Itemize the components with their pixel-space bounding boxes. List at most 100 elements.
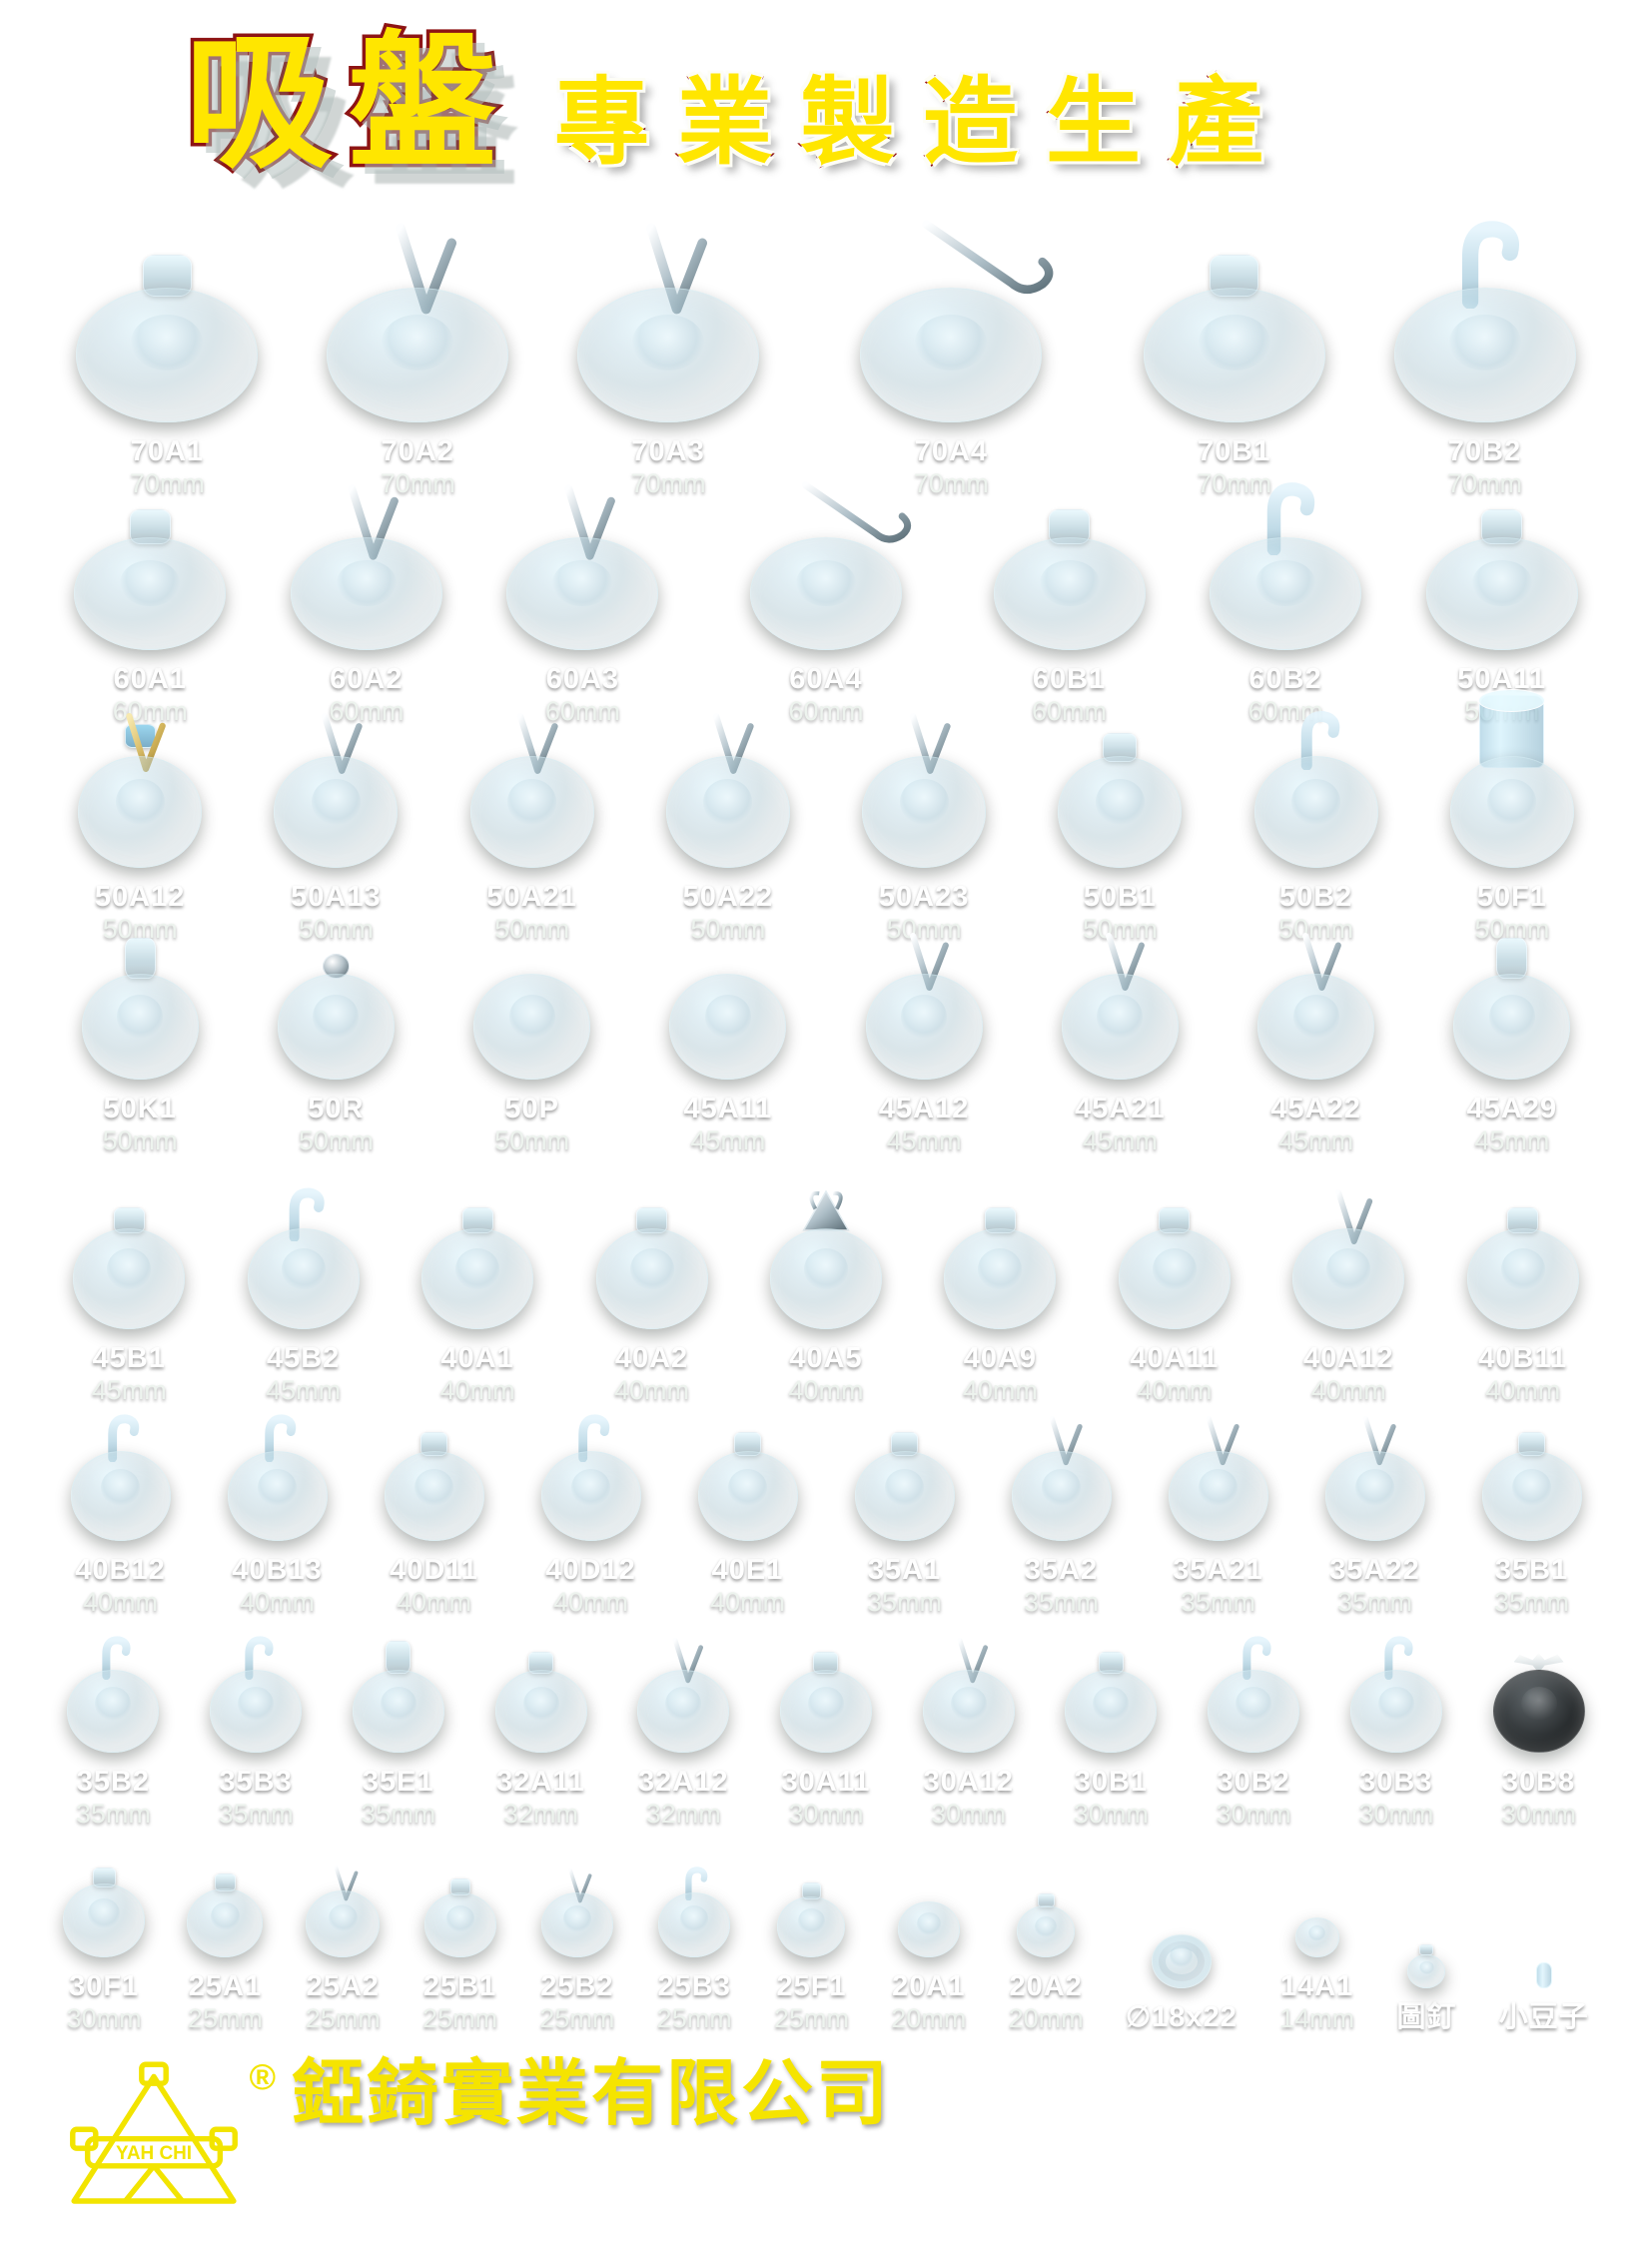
- product-model: 35A21: [1173, 1553, 1263, 1586]
- product-cell: 40A12 40mm: [1292, 1188, 1405, 1406]
- product-model: 40E1: [711, 1553, 784, 1586]
- product-cell: 40A9 40mm: [944, 1207, 1057, 1406]
- product-photo: [1210, 477, 1362, 650]
- product-model: 45A29: [1466, 1092, 1558, 1124]
- product-photo: [1349, 1633, 1442, 1753]
- product-model: 70A1: [130, 434, 205, 467]
- product-photo: [506, 483, 659, 650]
- product-grid: 70A1 70mm 70A2 70mm 70A3 70mm 70A4 70mm 70B1 70mm…: [0, 178, 1652, 2034]
- product-cell: 50K1 50mm: [81, 938, 199, 1156]
- product-size: 50mm: [298, 1124, 374, 1155]
- product-model: 45A11: [683, 1092, 773, 1124]
- product-model: 25A1: [188, 1969, 263, 2002]
- suction-cup-disc: [1324, 1450, 1425, 1541]
- product-model: 50R: [308, 1092, 365, 1124]
- product-model: 45A12: [878, 1092, 970, 1124]
- product-photo: [1294, 1916, 1339, 1957]
- product-model: 40D12: [545, 1553, 636, 1586]
- product-model: 25B1: [422, 1969, 497, 2002]
- product-model: 25B2: [540, 1969, 614, 2002]
- suction-cup-disc: [76, 287, 259, 422]
- product-size: 45mm: [1278, 1124, 1354, 1155]
- product-cell: 50A12 50mm: [78, 712, 203, 945]
- product-model: 40A9: [963, 1341, 1038, 1374]
- tel-line: TEL: 04-7635261.7635262: [1098, 2041, 1614, 2089]
- suction-cup-disc: [540, 1450, 641, 1541]
- product-photo: [1208, 1633, 1300, 1753]
- product-model: 60B2: [1248, 662, 1322, 695]
- product-photo: [577, 222, 760, 422]
- product-photo: [1168, 1415, 1268, 1541]
- product-size: 30mm: [788, 1798, 864, 1829]
- product-photo: [423, 1878, 496, 1957]
- logo-text: YAH CHI: [116, 2143, 192, 2164]
- bean-icon: [1535, 1961, 1552, 1988]
- suction-cup-disc: [1058, 755, 1183, 868]
- product-model: 30B3: [1359, 1765, 1433, 1798]
- fax-line: FAX: 886-4-7628087: [1165, 2091, 1548, 2138]
- footer: YAH CHI ® 錏錡實業有限公司 彰化市環河街350巷臨38號 TEL: 0…: [0, 2034, 1652, 2242]
- product-model: 50B1: [1083, 880, 1158, 913]
- product-photo: [1393, 215, 1576, 422]
- suction-cup-disc: [897, 1900, 960, 1957]
- product-photo: [1449, 688, 1574, 868]
- product-model: 25B3: [657, 1969, 731, 2002]
- product-photo: [494, 1652, 587, 1753]
- suction-cup-disc: [540, 1891, 613, 1957]
- product-size: 60mm: [112, 695, 188, 726]
- product-cell: 25B3 25mm: [657, 1865, 732, 2034]
- product-size: 50mm: [886, 913, 962, 944]
- product-photo: [1011, 1415, 1112, 1541]
- product-cell: 30F1 30mm: [63, 1867, 146, 2034]
- product-size: 45mm: [690, 1124, 766, 1155]
- product-photo: [274, 712, 399, 868]
- product-size: 32mm: [645, 1798, 721, 1829]
- product-photo: [658, 1865, 731, 1957]
- product-cell: 50F1 50mm: [1449, 688, 1574, 945]
- product-photo: [1481, 1431, 1582, 1541]
- suction-cup-disc: [63, 1882, 146, 1957]
- product-size: 45mm: [886, 1124, 962, 1155]
- product-cell: 70B2 70mm: [1393, 215, 1576, 499]
- plastic-hook-icon: [1266, 481, 1314, 555]
- product-model: 50F1: [1476, 880, 1547, 913]
- product-model: 45A22: [1270, 1092, 1361, 1124]
- product-model: 圖釘: [1396, 2000, 1457, 2033]
- product-model: 小豆子: [1498, 2000, 1589, 2033]
- product-photo: [1453, 938, 1571, 1080]
- product-model: 40D11: [390, 1553, 478, 1586]
- product-size: 35mm: [75, 1798, 151, 1829]
- product-photo: [944, 1207, 1057, 1329]
- suction-cup-disc: [860, 287, 1043, 422]
- product-size: 30mm: [1216, 1798, 1291, 1829]
- product-cell: 50B2 50mm: [1253, 707, 1378, 945]
- suction-cup-disc: [1292, 1227, 1405, 1329]
- product-cell: 40B11 40mm: [1466, 1207, 1579, 1406]
- product-model: 70A3: [631, 434, 705, 467]
- product-size: 25mm: [656, 2002, 732, 2033]
- product-model: 40A5: [789, 1341, 863, 1374]
- suction-cup-disc: [506, 536, 659, 650]
- title-banner: 吸盤 專業製造生產: [0, 0, 1652, 186]
- main-title: 吸盤: [182, 21, 512, 186]
- product-cell: 25B2 25mm: [539, 1868, 614, 2034]
- product-model: 35E1: [362, 1765, 434, 1798]
- product-model: 25A2: [306, 1969, 380, 2002]
- plastic-hook-icon: [1384, 1636, 1413, 1681]
- product-size: 25mm: [187, 2002, 263, 2033]
- product-photo: [63, 1867, 146, 1957]
- product-model: 60B1: [1032, 662, 1107, 695]
- product-cell: 35A1 35mm: [854, 1431, 955, 1619]
- suction-cup-disc: [274, 755, 399, 868]
- product-size: 30mm: [66, 2002, 142, 2033]
- email-line: E-mail:yahchi01@gmail.com: [1115, 2187, 1597, 2230]
- product-model: 70A4: [914, 434, 989, 467]
- product-size: 45mm: [91, 1374, 167, 1405]
- product-photo: [384, 1431, 484, 1541]
- product-photo: [473, 973, 591, 1080]
- product-row: 35B2 35mm 35B3 35mm 35E1 35mm 32A11 32mm 32A12 32…: [0, 1618, 1652, 1830]
- suction-cup-disc: [1065, 1669, 1158, 1753]
- product-photo: [769, 1181, 882, 1329]
- suction-cup-disc: [421, 1227, 534, 1329]
- product-size: 50mm: [298, 913, 374, 944]
